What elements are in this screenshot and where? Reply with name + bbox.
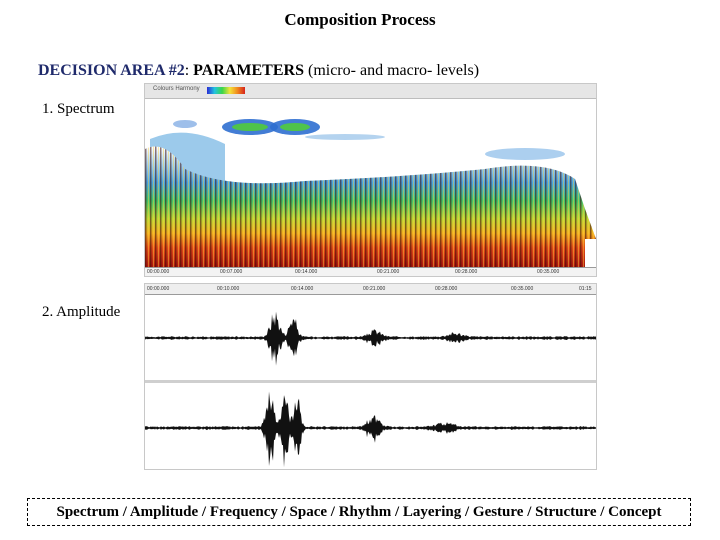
ruler-tick: 00:21.000 — [363, 286, 386, 292]
ruler-tick: 00:35.000 — [511, 286, 534, 292]
waveform-view[interactable]: 00:00.000 00:10.000 00:14.000 00:21.000 … — [144, 283, 597, 470]
spectrum-label: 1. Spectrum — [42, 101, 115, 117]
ruler-tick: 00:28.000 — [435, 286, 458, 292]
spectrogram-toolbar: Colours Harmony — [145, 84, 596, 99]
decision-heading: DECISION AREA #2: PARAMETERS (micro- and… — [38, 62, 479, 80]
spectrogram-view[interactable]: Colours Harmony — [144, 83, 597, 277]
toolbar-text: Colours Harmony — [153, 86, 200, 92]
ruler-tick: 00:35.000 — [537, 269, 560, 275]
page-title: Composition Process — [284, 10, 436, 29]
parameters-footer: Spectrum / Amplitude / Frequency / Space… — [27, 498, 691, 526]
amplitude-label: 2. Amplitude — [42, 304, 121, 320]
ruler-tick: 00:00.000 — [147, 286, 170, 292]
ruler-tick: 00:14.000 — [291, 286, 314, 292]
parameters-label: PARAMETERS — [193, 62, 304, 79]
channel-divider — [145, 380, 596, 383]
ruler-tick: 01:15 — [579, 286, 592, 292]
colour-scale-swatch[interactable] — [207, 87, 245, 94]
waveform-channel-bottom — [145, 391, 596, 468]
ruler-tick: 00:28.000 — [455, 269, 478, 275]
spectrogram-time-ruler: 00:00.000 00:07.000 00:14.000 00:21.000 … — [145, 267, 596, 276]
ruler-tick: 00:21.000 — [377, 269, 400, 275]
waveform-channel-top — [145, 311, 596, 366]
decision-colon: : — [184, 62, 190, 79]
decision-area-label: DECISION AREA #2 — [38, 62, 185, 79]
levels-label: (micro- and macro- levels) — [303, 62, 480, 79]
spectrogram-image — [145, 99, 596, 267]
ruler-tick: 00:07.000 — [220, 269, 243, 275]
ruler-tick: 00:00.000 — [147, 269, 170, 275]
ruler-tick: 00:14.000 — [295, 269, 318, 275]
waveform-time-ruler: 00:00.000 00:10.000 00:14.000 00:21.000 … — [145, 284, 596, 295]
ruler-tick: 00:10.000 — [217, 286, 240, 292]
